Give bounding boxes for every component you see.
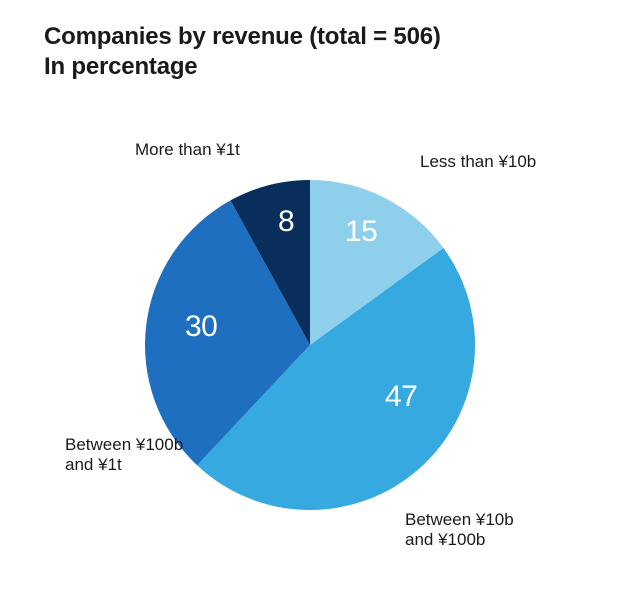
chart-container: Companies by revenue (total = 506) In pe… (0, 0, 625, 600)
slice-label-more_than_1t: More than ¥1t (135, 140, 240, 160)
slice-value-100b_to_1t: 30 (185, 310, 217, 344)
slice-value-less_than_10b: 15 (345, 215, 377, 249)
slice-value-more_than_1t: 8 (278, 205, 294, 239)
slice-value-10b_to_100b: 47 (385, 380, 417, 414)
slice-label-less_than_10b: Less than ¥10b (420, 152, 536, 172)
slice-label-100b_to_1t: Between ¥100band ¥1t (65, 435, 183, 476)
pie-chart (0, 0, 625, 600)
slice-label-10b_to_100b: Between ¥10band ¥100b (405, 510, 514, 551)
